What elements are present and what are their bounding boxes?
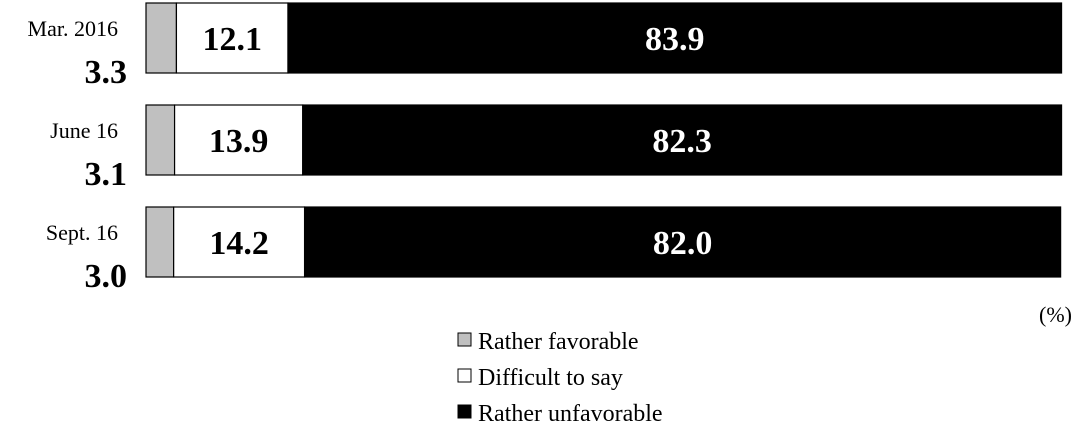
legend-swatch-0 — [457, 332, 472, 347]
category-label-0: Mar. 2016 — [28, 16, 118, 41]
bar-difficult-0 — [175, 2, 289, 74]
value-label-difficult-1: 13.9 — [209, 123, 269, 160]
bar-unfavorable-1 — [302, 104, 1063, 176]
value-label-unfavorable-0: 83.9 — [645, 21, 705, 58]
legend-label-0: Rather favorable — [478, 329, 639, 355]
bars-group — [145, 2, 1063, 278]
bar-unfavorable-0 — [287, 2, 1063, 74]
favorable-value-label-2: 3.0 — [85, 258, 128, 295]
bar-difficult-2 — [173, 206, 306, 278]
category-label-1: June 16 — [50, 118, 118, 143]
legend-swatch-2 — [457, 404, 472, 419]
value-label-difficult-0: 12.1 — [202, 21, 262, 58]
value-label-difficult-2: 14.2 — [209, 225, 269, 262]
value-label-unfavorable-2: 82.0 — [653, 225, 713, 262]
bar-favorable-0 — [145, 2, 178, 74]
favorable-value-label-0: 3.3 — [85, 54, 128, 91]
legend-label-1: Difficult to say — [478, 365, 623, 391]
bar-favorable-1 — [145, 104, 176, 176]
labels-group: 12.1 83.9 Mar. 2016 3.3 13.9 82.3 June 16 3.1 14… — [28, 16, 713, 295]
legend-label-2: Rather unfavorable — [478, 401, 663, 427]
favorable-value-label-1: 3.1 — [85, 156, 128, 193]
category-label-2: Sept. 16 — [46, 220, 118, 245]
legend-swatch-1 — [457, 368, 472, 383]
bar-unfavorable-2 — [303, 206, 1062, 278]
bar-favorable-2 — [145, 206, 175, 278]
legend: Rather favorable Difficult to say Rather u… — [457, 329, 663, 427]
unit-label: (%) — [1039, 302, 1072, 327]
bar-difficult-1 — [173, 104, 304, 176]
value-label-unfavorable-1: 82.3 — [652, 123, 712, 160]
